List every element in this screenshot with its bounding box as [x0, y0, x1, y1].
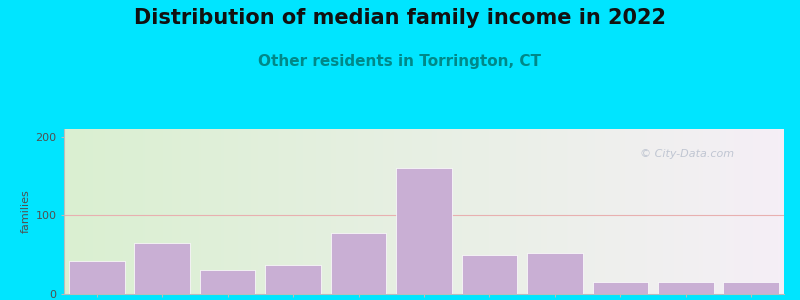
Text: Distribution of median family income in 2022: Distribution of median family income in … [134, 8, 666, 28]
Bar [723, 282, 779, 294]
Bar [658, 282, 714, 294]
Bar [330, 233, 386, 294]
Bar [527, 253, 582, 294]
Bar [134, 243, 190, 294]
Bar [593, 282, 648, 294]
Text: Other residents in Torrington, CT: Other residents in Torrington, CT [258, 54, 542, 69]
Bar [462, 255, 518, 294]
Y-axis label: families: families [21, 190, 31, 233]
Bar [396, 168, 452, 294]
Text: © City-Data.com: © City-Data.com [640, 149, 734, 159]
Bar [200, 270, 255, 294]
Bar [69, 261, 125, 294]
Bar [266, 265, 321, 294]
